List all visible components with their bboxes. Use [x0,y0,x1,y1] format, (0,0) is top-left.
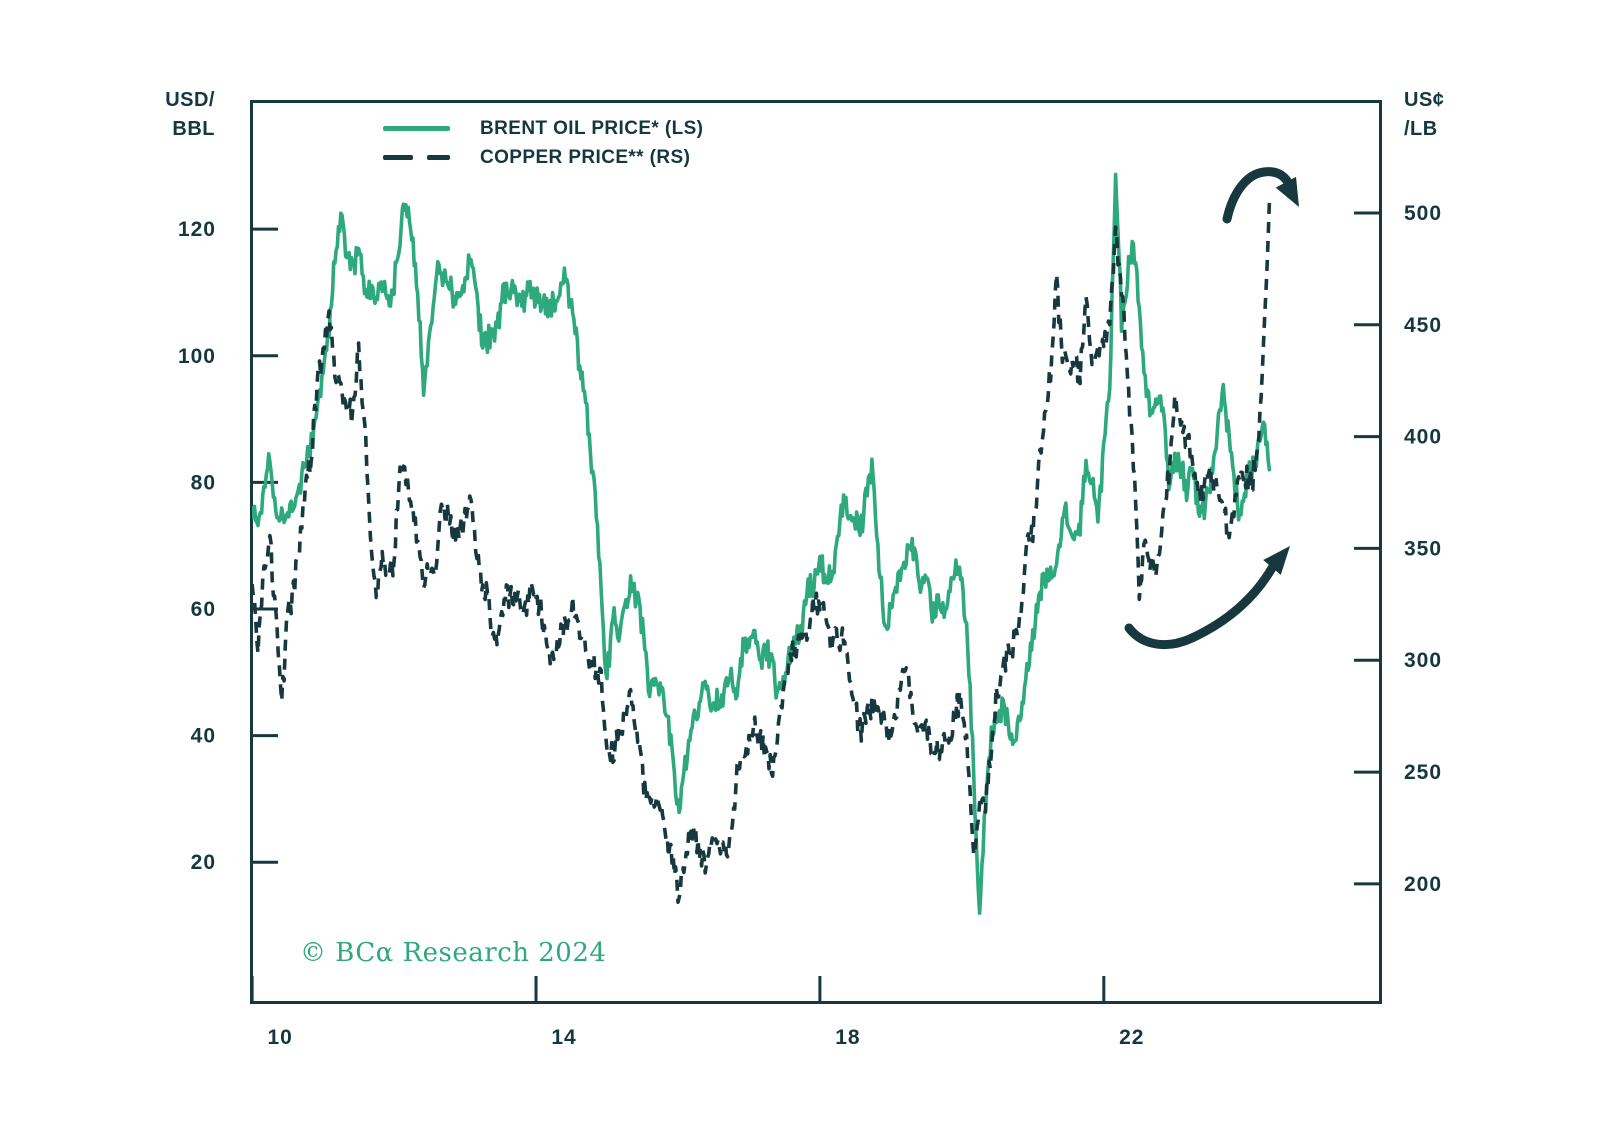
left-axis-tick-label: 60 [191,598,216,621]
plot-border [250,100,1382,1004]
left-axis-unit-line2: BBL [172,118,215,140]
brent-oil-line [252,172,1272,916]
brent-legend-label: BRENT OIL PRICE* (LS) [480,117,704,139]
oil-upturn-arrow-head [1263,546,1290,575]
legend: BRENT OIL PRICE* (LS) COPPER PRICE** (RS… [383,114,703,172]
left-axis-unit: USD/ BBL [130,86,215,144]
right-axis-tick-label: 500 [1404,202,1442,225]
right-axis-tick-label: 250 [1404,761,1442,784]
right-axis-tick-label: 300 [1404,649,1442,672]
brent-line-swatch [383,126,450,131]
copper-legend-label: COPPER PRICE** (RS) [480,146,691,168]
right-axis-tick-label: 450 [1404,314,1442,337]
left-axis-tick-label: 100 [178,345,216,368]
left-axis-unit-line1: USD/ [165,89,215,111]
legend-item-brent: BRENT OIL PRICE* (LS) [383,114,703,143]
x-axis-tick-label: 22 [1119,1026,1144,1049]
x-axis-tick-label: 10 [267,1026,292,1049]
copyright-note: © BCα Research 2024 [300,938,607,968]
left-axis-tick-label: 20 [191,851,216,874]
legend-item-copper: COPPER PRICE** (RS) [383,143,703,172]
right-axis-tick-label: 350 [1404,537,1442,560]
right-axis-unit-line1: US¢ [1404,89,1445,111]
left-axis-tick-label: 40 [191,725,216,748]
right-axis-unit: US¢ /LB [1404,86,1494,144]
right-axis-tick-label: 400 [1404,426,1442,449]
x-axis-tick-label: 14 [551,1026,576,1049]
right-axis-unit-line2: /LB [1404,118,1438,140]
copper-surge-arrow [1222,167,1295,224]
copper-price-line [252,201,1272,905]
left-axis-tick-label: 80 [191,471,216,494]
left-axis-tick-label: 120 [178,218,216,241]
right-axis-tick-label: 200 [1404,873,1442,896]
x-axis-tick-label: 18 [835,1026,860,1049]
oil-upturn-arrow [1124,563,1277,650]
copper-line-swatch [383,155,450,160]
copper-surge-arrow-head [1275,176,1299,207]
